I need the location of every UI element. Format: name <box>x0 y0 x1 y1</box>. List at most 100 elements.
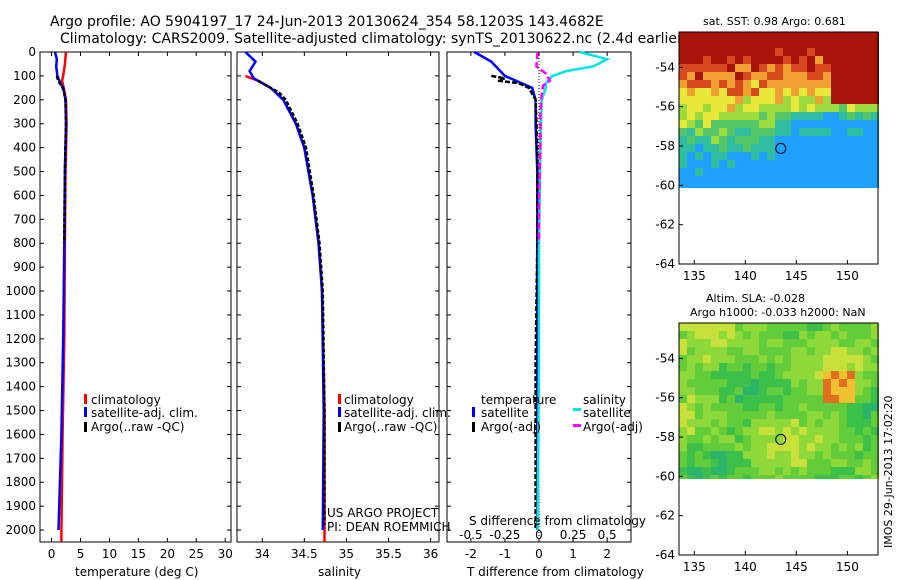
map-cell <box>759 339 767 347</box>
map-cell <box>695 331 703 339</box>
map-cell <box>743 427 751 435</box>
map-cell <box>863 160 871 168</box>
map-cell <box>727 104 735 112</box>
map-cell <box>703 88 711 96</box>
map-cell <box>767 88 775 96</box>
map-cell <box>775 379 783 387</box>
map-cell <box>727 371 735 379</box>
map-cell <box>783 120 791 128</box>
map-cell <box>743 403 751 411</box>
map-cell <box>711 112 719 120</box>
map-cell <box>831 56 839 64</box>
map-cell <box>727 395 735 403</box>
temperature-legend: climatology satellite-adj. clim. Argo(..… <box>84 393 198 434</box>
map-cell <box>871 104 879 112</box>
map-cell <box>823 176 831 184</box>
map-cell <box>743 80 751 88</box>
map-cell <box>735 451 743 459</box>
map-cell <box>815 451 823 459</box>
map-cell <box>799 120 807 128</box>
map-cell <box>735 467 743 475</box>
map-cell <box>775 339 783 347</box>
map-cell <box>679 347 687 355</box>
legend-t-satellite: satellite <box>481 406 529 420</box>
map-cell <box>799 427 807 435</box>
map-cell <box>759 136 767 144</box>
plot-frame <box>236 51 440 543</box>
map-cell <box>775 112 783 120</box>
legend-swatch-climatology <box>84 394 87 404</box>
y-tick-label: 800 <box>13 236 36 250</box>
map-cell <box>807 160 815 168</box>
legend-swatch-satellite <box>338 407 341 417</box>
map-cell <box>783 104 791 112</box>
legend-swatch-t-satellite <box>472 407 475 417</box>
map-cell <box>815 160 823 168</box>
map-cell <box>735 435 743 443</box>
map-cell <box>759 467 767 475</box>
map-cell <box>863 120 871 128</box>
map-cell <box>703 475 711 479</box>
map-cell <box>775 184 783 188</box>
map-cell <box>815 387 823 395</box>
map-cell <box>839 136 847 144</box>
map-cell <box>775 176 783 184</box>
map-cell <box>703 80 711 88</box>
map-cell <box>719 363 727 371</box>
map-cell <box>799 395 807 403</box>
map-cell <box>799 331 807 339</box>
map-cell <box>839 32 847 40</box>
map-cell <box>791 475 799 479</box>
map-cell <box>759 403 767 411</box>
map-cell <box>711 160 719 168</box>
map-cell <box>767 475 775 479</box>
map-cell <box>791 435 799 443</box>
map-cell <box>871 96 879 104</box>
map-cell <box>831 120 839 128</box>
map-cell <box>815 475 823 479</box>
map-cell <box>871 443 879 451</box>
map-cell <box>791 160 799 168</box>
map-cell <box>679 363 687 371</box>
map-cell <box>823 467 831 475</box>
map-cell <box>807 443 815 451</box>
map-cell <box>711 467 719 475</box>
map-cell <box>703 355 711 363</box>
map-cell <box>847 168 855 176</box>
map-cell <box>831 451 839 459</box>
map-cell <box>695 72 703 80</box>
map-cell <box>767 96 775 104</box>
map-cell <box>679 184 687 188</box>
map-cell <box>719 144 727 152</box>
legend-climatology: climatology <box>344 393 414 407</box>
y-tick-label: 400 <box>13 141 36 155</box>
map-cell <box>815 435 823 443</box>
map-cell <box>807 451 815 459</box>
sst-map: 135 140 145 150 -54 -56 -58 -60 -62 -64 <box>655 31 879 283</box>
map-cell <box>687 363 695 371</box>
plot-frame <box>39 51 232 543</box>
map-cell <box>767 443 775 451</box>
map-cell <box>703 371 711 379</box>
map-cell <box>847 56 855 64</box>
map-cell <box>759 395 767 403</box>
map-cell <box>807 435 815 443</box>
map-cell <box>767 168 775 176</box>
map-cell <box>775 48 783 56</box>
map-cell <box>815 80 823 88</box>
map-cell <box>855 395 863 403</box>
map-cell <box>767 339 775 347</box>
map-cell <box>751 128 759 136</box>
map-cell <box>799 339 807 347</box>
map-cell <box>799 419 807 427</box>
map-cell <box>863 347 871 355</box>
map-cell <box>831 104 839 112</box>
map-cell <box>743 395 751 403</box>
map-cell <box>799 56 807 64</box>
map-cell <box>735 347 743 355</box>
map-cell <box>775 355 783 363</box>
map-frame <box>678 31 879 265</box>
map-cell <box>735 363 743 371</box>
map-cell <box>767 323 775 331</box>
map-cell <box>863 435 871 443</box>
